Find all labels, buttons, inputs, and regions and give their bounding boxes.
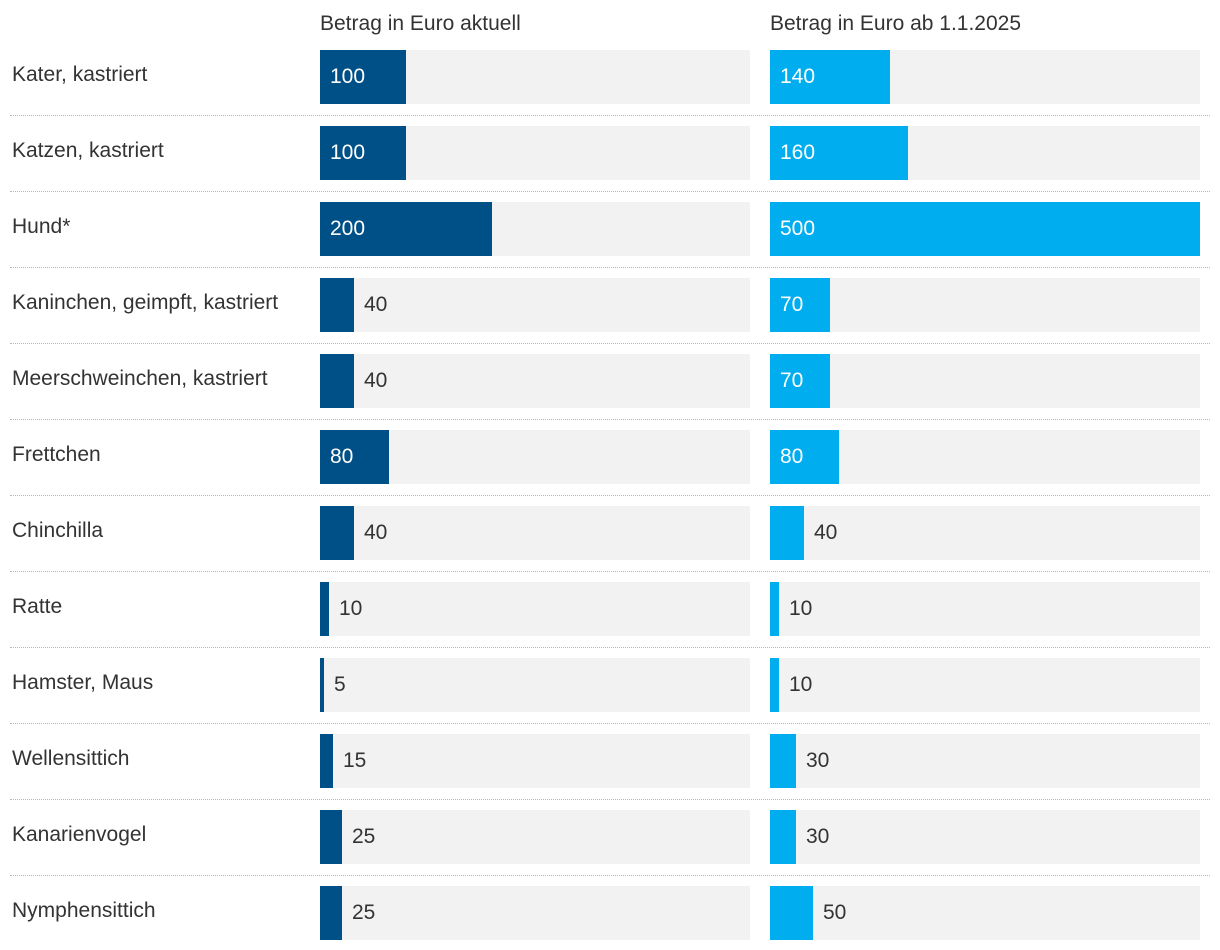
bar-track: 40 [320, 354, 750, 408]
bar-track: 30 [770, 810, 1200, 864]
bar-value-label: 200 [330, 217, 366, 240]
bar [770, 582, 779, 636]
bar-track: 100 [320, 126, 750, 180]
bar [770, 506, 804, 560]
bar-value-label: 40 [364, 293, 388, 316]
bar-track: 70 [770, 354, 1200, 408]
bar [320, 506, 354, 560]
bar [320, 50, 406, 104]
bar-value-label: 50 [823, 901, 847, 924]
bar-track: 10 [770, 582, 1200, 636]
bar-value-label: 15 [343, 749, 367, 772]
bar-value-label: 30 [806, 749, 830, 772]
bar-value-label: 25 [352, 825, 376, 848]
bar-track: 160 [770, 126, 1200, 180]
bar-track: 500 [770, 202, 1200, 256]
bar [770, 278, 830, 332]
bar-track: 10 [320, 582, 750, 636]
bar-track: 80 [320, 430, 750, 484]
bar [320, 278, 354, 332]
bar [770, 50, 890, 104]
bar-value-label: 40 [364, 369, 388, 392]
bar-value-label: 100 [330, 141, 366, 164]
bar-track: 50 [770, 886, 1200, 940]
row-separator [10, 495, 1210, 496]
bar-track: 40 [320, 506, 750, 560]
bar-track: 25 [320, 810, 750, 864]
bar-value-label: 10 [789, 673, 813, 696]
bar [320, 582, 329, 636]
row-separator [10, 343, 1210, 344]
category-label: Kater, kastriert [12, 63, 148, 86]
row-separator [10, 647, 1210, 648]
row-separator [10, 875, 1210, 876]
bar-value-label: 160 [780, 141, 816, 164]
bar-value-label: 10 [339, 597, 363, 620]
bar [770, 658, 779, 712]
column-header-1: Betrag in Euro aktuell [320, 12, 521, 35]
bar [320, 658, 324, 712]
bar [770, 126, 908, 180]
row-separator [10, 799, 1210, 800]
bar-track: 40 [320, 278, 750, 332]
row-separator [10, 571, 1210, 572]
bar-value-label: 100 [330, 65, 366, 88]
bar-value-label: 140 [780, 65, 816, 88]
category-label: Meerschweinchen, kastriert [12, 367, 268, 390]
bar [320, 126, 406, 180]
bar-value-label: 25 [352, 901, 376, 924]
bar-value-label: 40 [364, 521, 388, 544]
bar-track: 40 [770, 506, 1200, 560]
row-separator [10, 723, 1210, 724]
category-label: Hamster, Maus [12, 671, 154, 694]
category-label: Kanarienvogel [12, 823, 147, 846]
category-label: Nymphensittich [12, 899, 156, 922]
bar [320, 354, 354, 408]
category-label: Hund* [12, 215, 71, 238]
bar-value-label: 40 [814, 521, 838, 544]
bar-track: 30 [770, 734, 1200, 788]
row-separator [10, 191, 1210, 192]
bar-track: 200 [320, 202, 750, 256]
bar [770, 354, 830, 408]
bar [320, 886, 342, 940]
bar [320, 202, 492, 256]
bar-track: 10 [770, 658, 1200, 712]
bar-value-label: 70 [780, 293, 804, 316]
bar-value-label: 80 [330, 445, 354, 468]
category-label: Wellensittich [12, 747, 130, 770]
bar-value-label: 30 [806, 825, 830, 848]
row-separator [10, 419, 1210, 420]
bar [770, 430, 839, 484]
bar-value-label: 70 [780, 369, 804, 392]
bar [770, 734, 796, 788]
bar-value-label: 80 [780, 445, 804, 468]
bar [320, 810, 342, 864]
bar-track: 140 [770, 50, 1200, 104]
category-label: Katzen, kastriert [12, 139, 164, 162]
bar-value-label: 500 [780, 217, 816, 240]
category-label: Frettchen [12, 443, 101, 466]
bar [320, 430, 389, 484]
bar-track: 70 [770, 278, 1200, 332]
bar-track: 100 [320, 50, 750, 104]
bar-track: 25 [320, 886, 750, 940]
category-label: Kaninchen, geimpft, kastriert [12, 291, 279, 314]
row-separator [10, 267, 1210, 268]
bar-track: 15 [320, 734, 750, 788]
row-separator [10, 115, 1210, 116]
bar [770, 810, 796, 864]
bar [770, 202, 1200, 256]
bar-value-label: 10 [789, 597, 813, 620]
category-label: Chinchilla [12, 519, 104, 542]
bar-value-label: 5 [334, 673, 346, 696]
category-label: Ratte [12, 595, 63, 618]
bar [770, 886, 813, 940]
column-header-2: Betrag in Euro ab 1.1.2025 [770, 12, 1022, 35]
bar [320, 734, 333, 788]
bar-track: 5 [320, 658, 750, 712]
bar-track: 80 [770, 430, 1200, 484]
